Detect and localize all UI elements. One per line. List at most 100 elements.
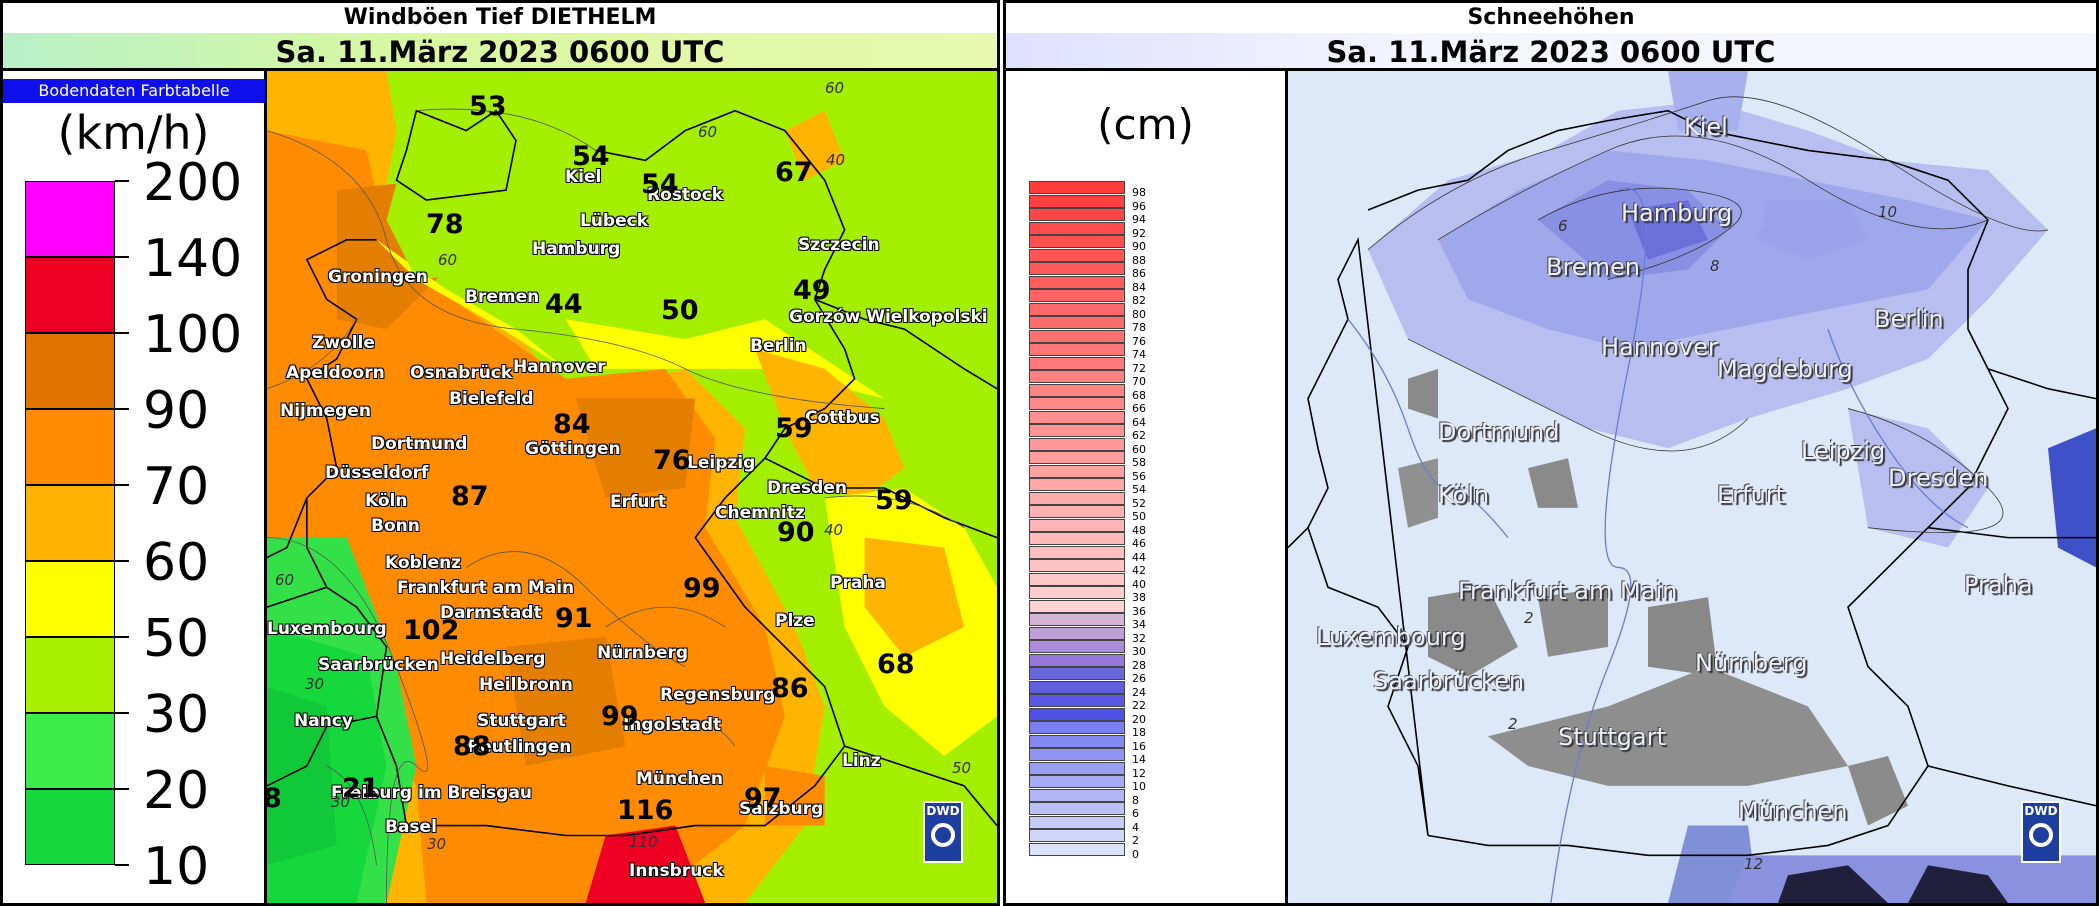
wind-scale-tick <box>115 788 129 790</box>
wind-unit-label: (km/h) <box>57 106 210 160</box>
city-label: Szczecin <box>798 235 880 255</box>
snow-scale-label: 6 <box>1132 807 1139 820</box>
isoline-label: 30 <box>331 793 351 811</box>
snow-scale-swatch <box>1029 370 1125 383</box>
gust-value: 97 <box>744 783 782 814</box>
gust-value: 76 <box>653 445 691 476</box>
city-label: Hamburg <box>532 239 621 259</box>
isoline-label: 40 <box>826 151 846 169</box>
city-label: Cottbus <box>805 408 880 428</box>
city-label: Erfurt <box>610 492 667 512</box>
snow-scale-swatch <box>1029 491 1125 505</box>
city-label: Salzburg <box>739 799 824 819</box>
city-label: Heidelberg <box>440 649 546 669</box>
snow-scale-swatch <box>1029 356 1125 370</box>
snow-scale-swatch <box>1029 275 1125 289</box>
snow-scale-swatch <box>1029 667 1125 680</box>
city-label: Stuttgart <box>477 711 566 731</box>
snow-scale-label: 20 <box>1132 712 1146 726</box>
isoline-label: 60 <box>275 571 295 589</box>
gust-value: 44 <box>545 289 583 320</box>
gust-value: 99 <box>683 573 721 604</box>
city-label: Düsseldorf <box>325 463 429 483</box>
snow-scale-swatch <box>1029 518 1125 532</box>
snow-scale-swatch <box>1029 572 1125 586</box>
contour-label: 10 <box>1878 203 1898 221</box>
city-label: Darmstadt <box>440 603 542 623</box>
snow-scale-label: 90 <box>1132 240 1146 253</box>
gust-value: 84 <box>553 409 591 440</box>
snow-scale-swatch <box>1029 775 1125 788</box>
snow-scale-swatch <box>1029 599 1125 613</box>
snow-scale-label: 34 <box>1132 618 1146 631</box>
snow-scale-swatch <box>1029 221 1125 235</box>
snow-scale-swatch <box>1029 248 1125 262</box>
snow-scale-label: 38 <box>1132 591 1146 604</box>
city-label: Koblenz <box>385 553 462 573</box>
gust-value: 91 <box>555 603 593 634</box>
contour-label: 2 <box>1524 609 1534 627</box>
snow-scale-label: 4 <box>1132 820 1139 834</box>
snow-scale-swatch <box>1029 329 1125 343</box>
snow-scale-swatch <box>1029 410 1125 424</box>
snow-scale-label: 80 <box>1132 307 1146 321</box>
city-label: Heilbronn <box>479 675 573 695</box>
snow-depth-panel: Schneehöhen Sa. 11.März 2023 0600 UTC (c… <box>1003 0 2099 906</box>
gust-value: 59 <box>875 485 913 516</box>
gust-value: 49 <box>793 275 831 306</box>
isoline-label: 30 <box>305 675 325 693</box>
wind-scale-tick <box>115 484 129 486</box>
snow-scale-swatch <box>1029 694 1125 707</box>
snow-scale-label: 42 <box>1132 564 1146 577</box>
snow-scale-swatch <box>1029 437 1125 451</box>
city-label: Dortmund <box>1438 418 1560 446</box>
city-label: Köln <box>365 491 408 511</box>
city-label: Berlin <box>750 336 807 356</box>
snow-scale-label: 36 <box>1132 604 1146 618</box>
city-label: Luxembourg <box>1316 623 1466 651</box>
gust-value: 116 <box>617 795 674 826</box>
city-label: Hannover <box>1601 333 1718 361</box>
snow-scale-swatch <box>1029 505 1125 518</box>
wind-scale-swatch <box>25 257 115 333</box>
city-label: Hannover <box>513 357 606 377</box>
snow-scale-label: 54 <box>1132 483 1146 496</box>
isoline-label: 60 <box>698 123 718 141</box>
city-label: Stuttgart <box>1558 723 1666 751</box>
legend-header: Bodendaten Farbtabelle <box>3 79 265 103</box>
snow-scale-label: 86 <box>1132 267 1146 280</box>
wind-scale-swatch <box>25 637 115 713</box>
city-label: Innsbruck <box>629 861 724 881</box>
snow-depth-field <box>1288 71 2096 903</box>
snow-scale-label: 52 <box>1132 496 1146 510</box>
snow-scale-label: 30 <box>1132 645 1146 658</box>
city-label: Dresden <box>767 478 847 498</box>
contour-label: 12 <box>1744 855 1764 873</box>
wind-scale-tick <box>115 180 129 182</box>
city-label: Linz <box>842 751 881 771</box>
snow-scale-swatch <box>1029 626 1125 640</box>
city-label: Apeldoorn <box>286 363 385 383</box>
snow-scale-swatch <box>1029 815 1125 829</box>
gust-value: 87 <box>451 481 489 512</box>
snow-scale-swatch <box>1029 802 1125 815</box>
wind-scale-label: 20 <box>143 761 210 821</box>
wind-scale-tick <box>115 560 129 562</box>
snow-scale-label: 40 <box>1132 577 1146 591</box>
snow-scale-label: 18 <box>1132 726 1146 739</box>
gust-value: 102 <box>403 615 460 646</box>
snow-legend: (cm) 98 96 94 92 90 88 86 84 82 80 78 76 74 72 70 68 66 6… <box>1006 71 1288 903</box>
snow-scale-label: 96 <box>1132 199 1146 213</box>
city-label: Lübeck <box>580 211 649 231</box>
contour-label: 6 <box>1558 217 1568 235</box>
gust-value: 21 <box>342 773 380 804</box>
city-label: Groningen <box>328 267 428 287</box>
wind-scale-swatch <box>25 409 115 485</box>
snow-scale-label: 28 <box>1132 658 1146 672</box>
snow-scale-swatch <box>1029 235 1125 248</box>
isoline-label: 50 <box>952 759 972 777</box>
snow-scale-swatch <box>1029 532 1125 545</box>
gust-value: 68 <box>877 649 915 680</box>
city-label: Luxembourg <box>267 619 387 639</box>
city-label: Frankfurt am Main <box>1458 577 1678 605</box>
